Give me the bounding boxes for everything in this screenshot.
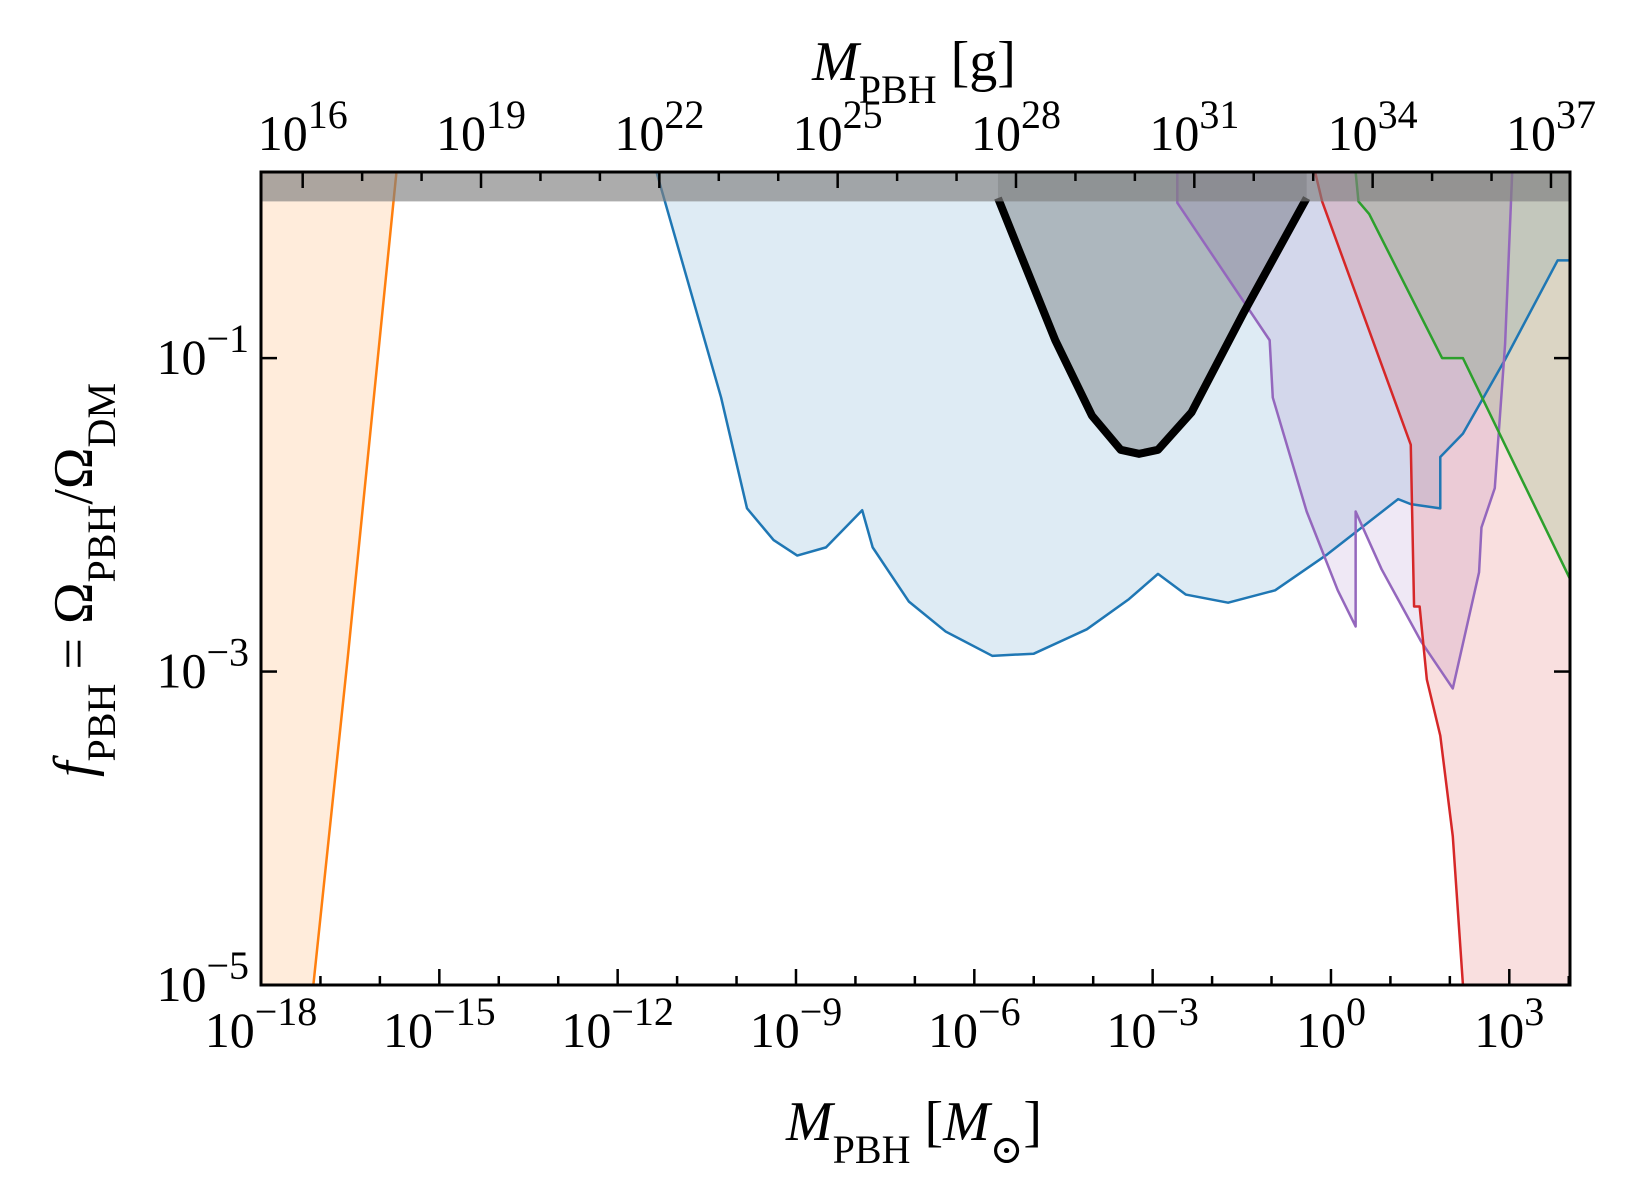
x2-tick-label-base: 10	[258, 105, 308, 161]
series-line	[1176, 172, 1514, 690]
x2-tick-label: 1037	[1506, 92, 1596, 162]
x-tick-label-base: 10	[1106, 1002, 1156, 1058]
series-line	[994, 196, 1311, 458]
region-fill	[1315, 172, 1570, 985]
x-tick-label: 10−6	[928, 989, 1021, 1059]
y-tick-label: 10−5	[156, 943, 249, 1013]
x-tick-label-exponent: −12	[611, 989, 674, 1034]
x2-axis-label: MPBH [g]	[811, 31, 1016, 112]
plot-area	[261, 172, 1570, 985]
y-tick-label: 10−3	[156, 629, 249, 699]
region-fill	[1177, 172, 1513, 689]
x-tick-label-base: 10	[1474, 1002, 1524, 1058]
region-fill	[1355, 172, 1570, 579]
x-axis-label: MPBH [M⊙]	[785, 1091, 1042, 1172]
x-tick-label: 10−9	[750, 989, 843, 1059]
x2-tick-label-exponent: 16	[308, 92, 348, 137]
series-line	[312, 172, 398, 985]
x-tick-label-exponent: −18	[255, 989, 318, 1034]
y-tick-label-base: 10	[156, 329, 206, 385]
x2-tick-label-exponent: 34	[1378, 92, 1418, 137]
x2-tick-label-base: 10	[971, 105, 1021, 161]
x2-tick-label-exponent: 19	[486, 92, 526, 137]
x2-tick-label-exponent: 37	[1556, 92, 1596, 137]
x2-tick-label-exponent: 25	[843, 92, 883, 137]
x-tick-label-exponent: −9	[800, 989, 843, 1034]
x-tick-label-base: 10	[383, 1002, 433, 1058]
x2-tick-label: 1031	[1149, 92, 1239, 162]
x-tick-label: 10−12	[561, 989, 674, 1059]
y-tick-label-exponent: −5	[206, 943, 249, 988]
x2-tick-label-base: 10	[1506, 105, 1556, 161]
x-tick-label: 10−15	[383, 989, 496, 1059]
x2-tick-label: 1034	[1328, 92, 1418, 162]
x2-tick-label: 1016	[258, 92, 348, 162]
x2-tick-label-base: 10	[1149, 105, 1199, 161]
series-line	[1313, 172, 1465, 985]
x-tick-label-exponent: −3	[1156, 989, 1199, 1034]
x-tick-label-base: 10	[205, 1002, 255, 1058]
y-tick-label-base: 10	[156, 956, 206, 1012]
y-tick-label: 10−1	[156, 316, 249, 386]
x-tick-label-base: 10	[561, 1002, 611, 1058]
y-tick-label-exponent: −3	[206, 629, 249, 674]
x2-tick-label-base: 10	[1328, 105, 1378, 161]
x-tick-label-exponent: −6	[978, 989, 1021, 1034]
x2-tick-label: 1019	[436, 92, 526, 162]
x-tick-label-exponent: 3	[1524, 989, 1544, 1034]
x2-tick-label-base: 10	[793, 105, 843, 161]
x2-tick-label-exponent: 28	[1021, 92, 1061, 137]
x-tick-label-base: 10	[1296, 1002, 1346, 1058]
x-tick-label: 103	[1474, 989, 1544, 1059]
x2-tick-label-base: 10	[614, 105, 664, 161]
x-tick-label-base: 10	[928, 1002, 978, 1058]
region-fill	[261, 172, 397, 985]
x2-tick-label: 1028	[971, 92, 1061, 162]
x-tick-label: 100	[1296, 989, 1366, 1059]
y-tick-label-base: 10	[156, 643, 206, 699]
x-tick-label-base: 10	[750, 1002, 800, 1058]
series-line	[655, 172, 1570, 658]
y-tick-label-exponent: −1	[206, 316, 249, 361]
region-fill	[656, 172, 1570, 656]
excluded-band	[261, 172, 1570, 202]
region-fill	[997, 172, 1307, 454]
x2-tick-label-exponent: 31	[1199, 92, 1239, 137]
x2-tick-label: 1025	[793, 92, 883, 162]
x-tick-label: 10−18	[205, 989, 318, 1059]
x-tick-label-exponent: −15	[433, 989, 496, 1034]
x2-tick-label-base: 10	[436, 105, 486, 161]
x-tick-label: 10−3	[1106, 989, 1199, 1059]
x-tick-label-exponent: 0	[1346, 989, 1366, 1034]
y-axis-label: fPBH = ΩPBH/ΩDM	[43, 383, 124, 777]
x2-tick-label: 1022	[614, 92, 704, 162]
x2-tick-label-exponent: 22	[664, 92, 704, 137]
